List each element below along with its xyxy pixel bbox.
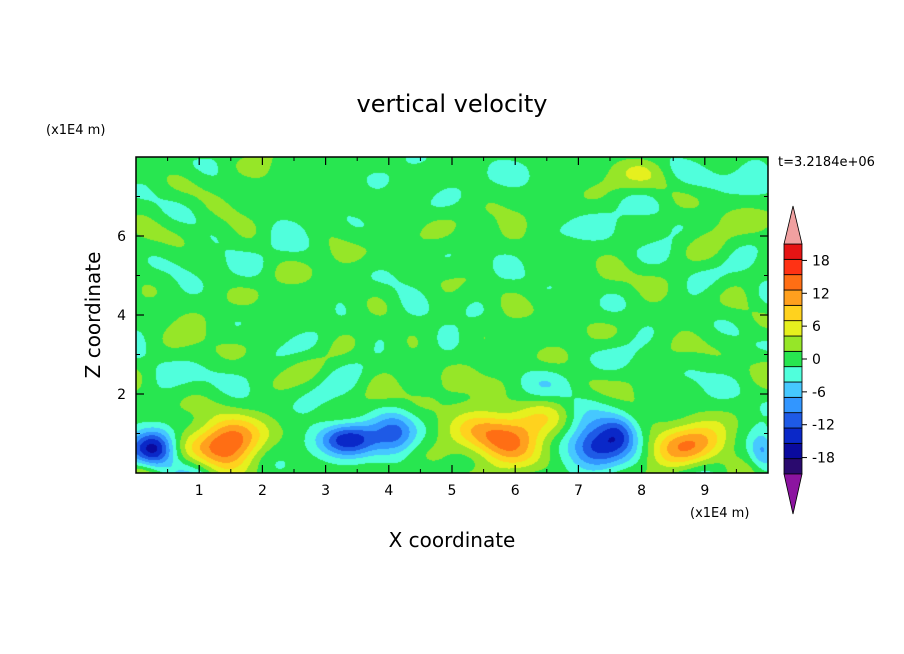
colorbar-under-triangle <box>783 473 803 515</box>
y-tick-label: 4 <box>117 308 126 324</box>
chart-title: vertical velocity <box>357 90 548 118</box>
colorbar-swatch <box>783 289 803 306</box>
x-tick-label: 6 <box>511 483 520 499</box>
colorbar-swatch <box>783 412 803 429</box>
colorbar-swatch <box>783 442 803 460</box>
x-tick-label: 2 <box>258 483 267 499</box>
colorbar-swatch <box>783 366 803 383</box>
colorbar-over-triangle <box>783 205 803 245</box>
y-tick-label: 2 <box>117 387 126 403</box>
colorbar-tick-label: -18 <box>812 451 835 467</box>
colorbar-tick-label: 6 <box>812 319 821 335</box>
x-tick-label: 3 <box>321 483 330 499</box>
x-tick-label: 5 <box>448 483 457 499</box>
x-unit-label: (x1E4 m) <box>690 506 749 521</box>
x-tick-label: 1 <box>195 483 204 499</box>
colorbar-swatch <box>783 427 803 444</box>
colorbar-tick-label: 0 <box>812 352 821 368</box>
colorbar-tick-label: -6 <box>812 385 826 401</box>
colorbar-swatch <box>783 458 803 475</box>
x-tick-label: 8 <box>637 483 646 499</box>
colorbar-swatch <box>783 304 803 322</box>
x-tick-label: 4 <box>384 483 393 499</box>
colorbar-swatch <box>783 320 803 337</box>
y-tick-label: 6 <box>117 229 126 245</box>
colorbar-tick-label: 12 <box>812 286 830 302</box>
colorbar-swatch <box>783 243 803 260</box>
x-axis: 1 2 3 4 5 6 7 8 9 <box>167 157 737 499</box>
colorbar-swatch <box>783 335 803 352</box>
heatmap-field <box>136 157 768 473</box>
x-tick-label: 7 <box>574 483 583 499</box>
y-unit-label: (x1E4 m) <box>46 123 105 138</box>
colorbar: 18 12 6 0 -6 -12 -18 <box>783 205 835 515</box>
colorbar-tick-label: 18 <box>812 253 830 269</box>
colorbar-swatch <box>783 274 803 291</box>
x-axis-label: X coordinate <box>389 528 516 552</box>
colorbar-swatch <box>783 381 803 398</box>
time-label: t=3.2184e+06 <box>778 155 875 170</box>
y-axis: 2 4 6 <box>117 196 768 434</box>
colorbar-tick-label: -12 <box>812 418 835 434</box>
y-axis-label: Z coordinate <box>81 252 105 379</box>
colorbar-swatch <box>783 350 803 368</box>
x-tick-label: 9 <box>700 483 709 499</box>
plot-area: 1 2 3 4 5 6 7 8 9 2 4 6 <box>117 156 769 499</box>
colorbar-swatch <box>783 396 803 414</box>
colorbar-swatch <box>783 258 803 276</box>
